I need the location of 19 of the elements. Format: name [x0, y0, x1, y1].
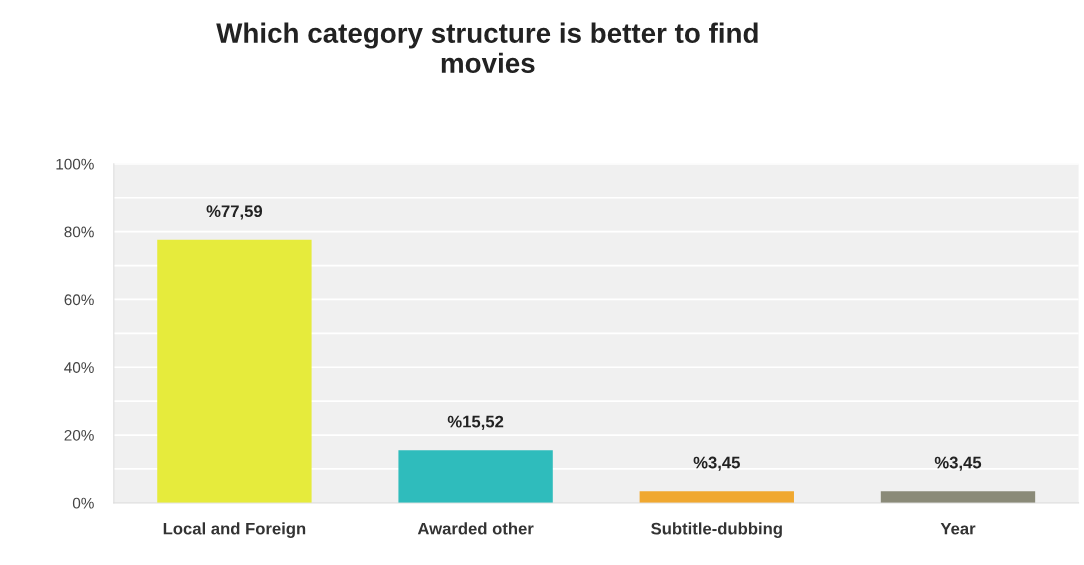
y-tick-label: 60% [64, 294, 94, 306]
y-tick-label: 100% [56, 158, 94, 170]
y-tick-label: 0% [72, 497, 94, 509]
chart-title: Which category structure is better to find movies [216, 22, 758, 74]
y-tick-label: 20% [64, 429, 94, 441]
y-tick-label: 40% [64, 362, 94, 373]
data-label: %3,45 [693, 456, 740, 471]
data-label: %77,59 [206, 205, 263, 220]
y-tick-label: 80% [64, 226, 94, 238]
bar [157, 239, 312, 503]
x-tick-label: Year [940, 522, 976, 535]
x-tick-label: Local and Foreign [163, 522, 306, 538]
bar [880, 491, 1036, 503]
bar [639, 491, 794, 503]
data-label: %3,45 [934, 456, 982, 471]
x-tick-label: Awarded other [417, 522, 534, 535]
data-label: %15,52 [447, 415, 504, 430]
bar [398, 450, 553, 503]
x-tick-label: Subtitle-dubbing [651, 522, 782, 538]
